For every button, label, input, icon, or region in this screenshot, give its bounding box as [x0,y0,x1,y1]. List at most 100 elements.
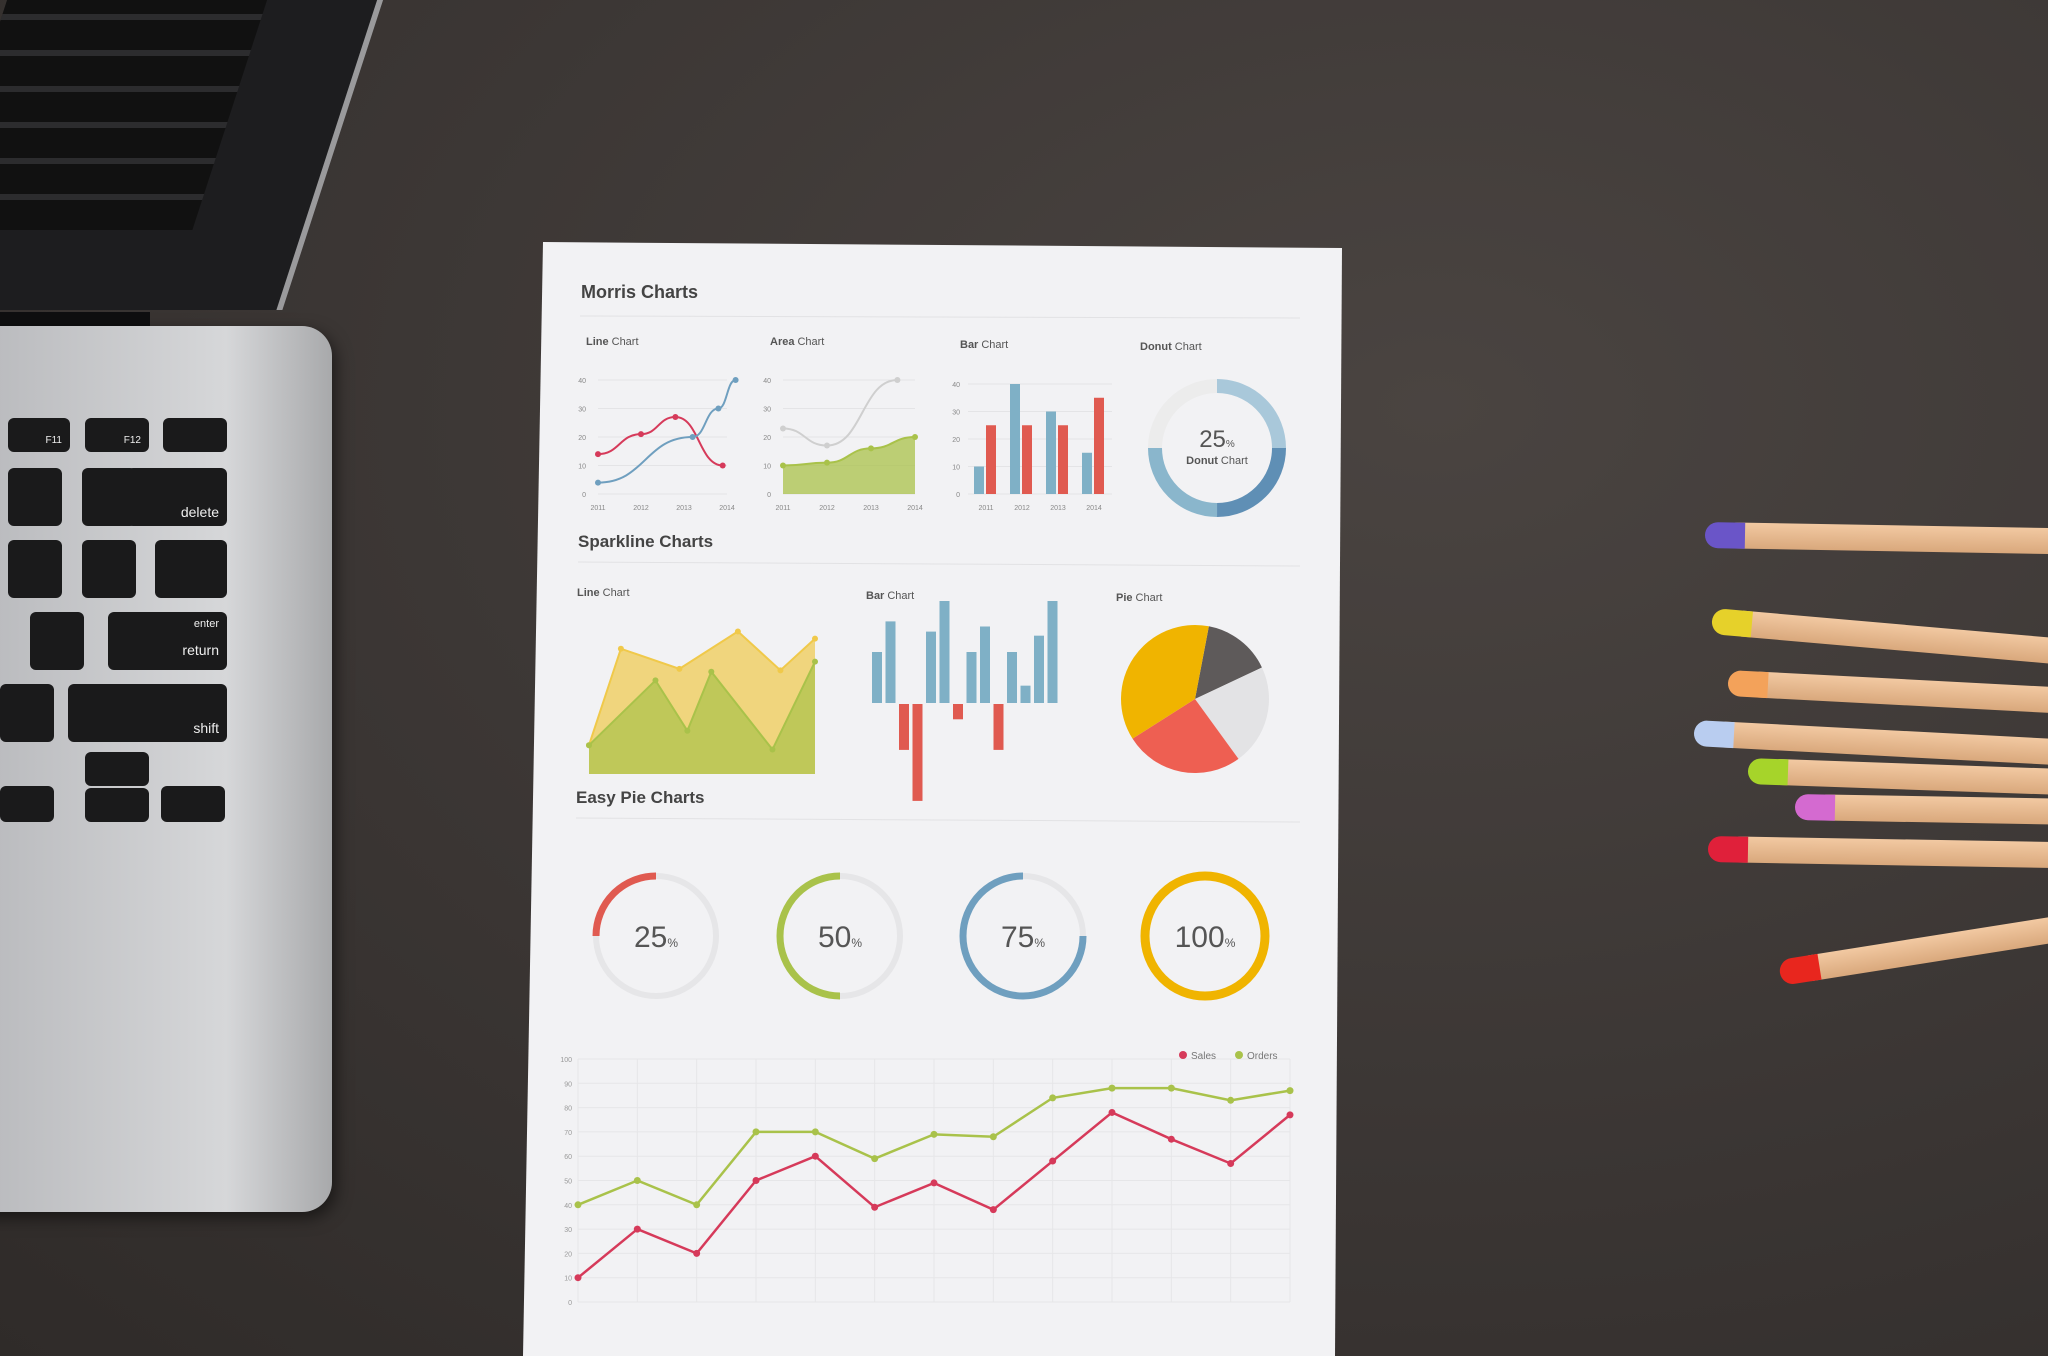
easy-pie-label: 25% [634,921,678,954]
bar [1010,384,1020,494]
key-bracket-right[interactable] [82,540,136,598]
y-tick-label: 30 [763,407,771,414]
series-line [597,379,736,484]
key-quote[interactable] [30,612,84,670]
key-return[interactable]: enter return [108,612,227,670]
section-title-sparkline: Sparkline Charts [578,532,713,551]
data-point [930,1179,938,1187]
chart-title-rest: Chart [1136,592,1163,604]
key-arrow-right[interactable] [161,786,225,822]
key-arrow-down[interactable] [85,788,149,822]
pie-slice [1195,626,1262,699]
x-tick-label: 2014 [907,505,923,512]
x-tick-label: 2012 [633,505,649,512]
pie-slice [1132,699,1239,773]
key-arrow-up[interactable] [85,752,149,786]
chart-title-rest: Chart [603,587,630,599]
pie-slice [1121,624,1209,739]
paper [523,242,1342,1356]
chart-title: Pie Chart [1116,592,1162,604]
key-eject[interactable] [163,418,227,452]
data-point [824,459,830,466]
key-f11[interactable]: F11 [8,418,70,452]
sparkline-point [812,658,818,665]
legend-label: Sales [1191,1051,1216,1062]
data-point [732,377,739,383]
key-enter-label: enter [193,618,219,630]
y-tick-label: 50 [564,1179,572,1186]
bar [1058,425,1068,494]
data-point [780,425,786,432]
sparkline-point [734,628,741,635]
data-point [989,1206,997,1214]
y-tick-label: 20 [952,437,960,444]
donut-unit: % [1226,439,1235,450]
donut-label-bold: Donut [1186,455,1218,467]
x-tick-label: 2011 [775,505,790,512]
key-delete[interactable]: delete [127,468,227,526]
bar [986,425,996,494]
y-tick-label: 0 [767,492,771,499]
series-line [597,416,723,467]
chart-title-bold: Line [586,336,609,348]
y-tick-label: 10 [564,1276,572,1283]
data-point [930,1130,938,1138]
x-tick-label: 2013 [1050,505,1066,512]
series-line [782,379,898,447]
donut-segment [1216,379,1286,449]
donut-label-rest: Chart [1221,455,1248,467]
chart-title-bold: Pie [1116,592,1133,604]
y-tick-label: 0 [582,492,586,499]
x-tick-label: 2013 [863,505,879,512]
data-point [574,1201,582,1209]
sparkline-bar [980,626,990,703]
sparkline-point [676,665,683,672]
easy-pie-unit: % [1034,936,1045,950]
data-point [871,1155,879,1163]
y-tick-label: 20 [578,435,586,442]
easy-pie-unit: % [667,936,678,950]
sparkline-bar [953,704,963,720]
key-arrow-left[interactable] [0,786,54,822]
sparkline-area [589,661,815,774]
sparkline-bar [1047,601,1058,703]
key-bracket-left[interactable] [8,540,62,598]
chart-title-bold: Donut [1140,341,1172,353]
key-slash[interactable] [0,684,54,742]
laptop-body: F11 F12 delete enter return shift [0,326,332,1212]
y-tick-label: 0 [568,1300,572,1307]
x-tick-label: 2011 [590,505,605,512]
legend-marker [1235,1051,1243,1059]
y-tick-label: 90 [564,1081,572,1088]
key-shift[interactable]: shift [68,684,227,742]
chart-title-bold: Area [770,336,795,348]
easy-pie-value: 75 [1001,921,1034,954]
divider [579,315,1301,319]
easy-pie-value: 25 [634,921,667,954]
bar [1022,425,1032,494]
sparkline-point [617,645,624,652]
x-tick-label: 2012 [1014,505,1030,512]
sparkline-bar [993,704,1004,750]
chart-title: Line Chart [586,336,639,348]
chart-title-bold: Bar [960,339,979,351]
y-tick-label: 40 [763,378,771,385]
key-backslash[interactable] [155,540,227,598]
data-point [1167,1135,1175,1143]
key-f12[interactable]: F12 [85,418,149,452]
data-point [715,405,722,412]
data-point [574,1274,582,1282]
chart-title: Area Chart [770,336,824,348]
divider [575,817,1301,823]
x-tick-label: 2011 [978,505,993,512]
data-point [811,1128,819,1136]
chart-title: Bar Chart [960,339,1008,351]
y-tick-label: 70 [564,1130,572,1137]
sparkline-bar [872,652,882,703]
y-tick-label: 10 [578,464,586,471]
data-point [638,431,644,438]
easy-pie-label: 50% [818,921,862,954]
y-tick-label: 40 [578,378,586,385]
bar [1082,452,1092,494]
key-minus[interactable] [8,468,62,526]
